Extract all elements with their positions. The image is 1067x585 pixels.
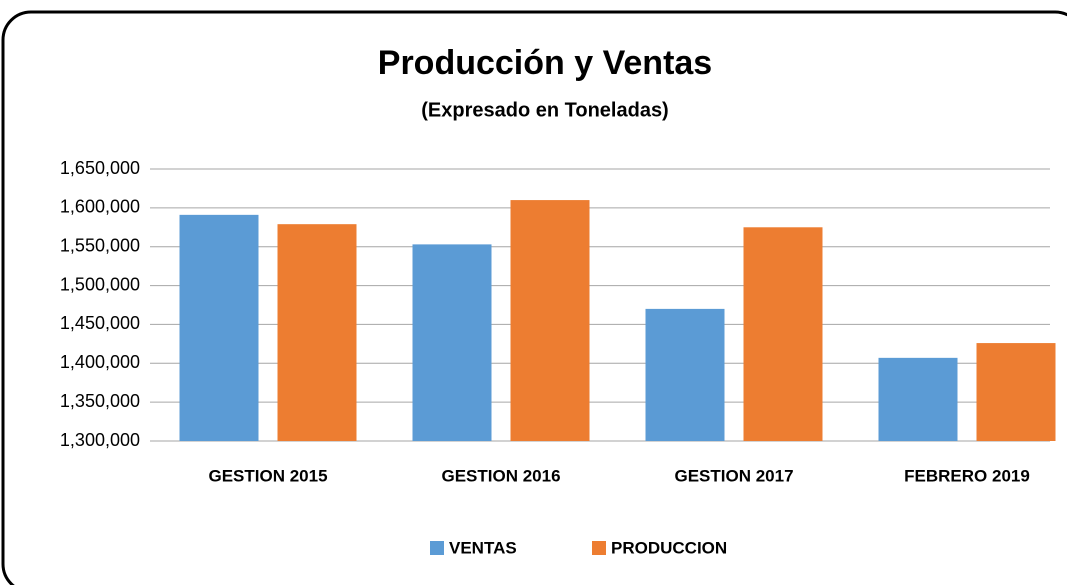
y-tick-label: 1,500,000	[60, 274, 140, 294]
y-tick-label: 1,600,000	[60, 197, 140, 217]
y-tick-label: 1,350,000	[60, 391, 140, 411]
bar	[645, 308, 725, 441]
bar	[412, 244, 492, 441]
x-tick-label: GESTION 2017	[674, 466, 793, 485]
bar	[277, 224, 357, 441]
chart-subtitle: (Expresado en Toneladas)	[421, 99, 668, 121]
y-tick-label: 1,300,000	[60, 430, 140, 450]
chart-title: Producción y Ventas	[378, 44, 712, 82]
legend-swatch	[430, 541, 444, 555]
bar	[743, 227, 823, 441]
x-tick-label: FEBRERO 2019	[904, 466, 1030, 485]
bar	[179, 214, 259, 441]
y-tick-label: 1,450,000	[60, 313, 140, 333]
x-tick-label: GESTION 2015	[208, 466, 327, 485]
y-tick-label: 1,650,000	[60, 158, 140, 178]
legend-label: VENTAS	[449, 538, 517, 557]
bar	[878, 357, 958, 441]
y-tick-label: 1,550,000	[60, 235, 140, 255]
bar	[510, 200, 590, 441]
legend-label: PRODUCCION	[611, 538, 727, 557]
x-tick-label: GESTION 2016	[441, 466, 560, 485]
y-tick-label: 1,400,000	[60, 352, 140, 372]
legend-swatch	[592, 541, 606, 555]
bar	[976, 343, 1056, 441]
